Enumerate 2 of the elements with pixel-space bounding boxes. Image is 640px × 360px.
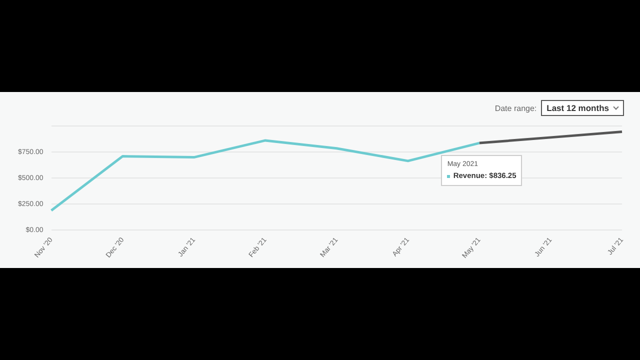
text: Date range: [494,104,537,112]
text: Last 12 months [540,100,624,116]
